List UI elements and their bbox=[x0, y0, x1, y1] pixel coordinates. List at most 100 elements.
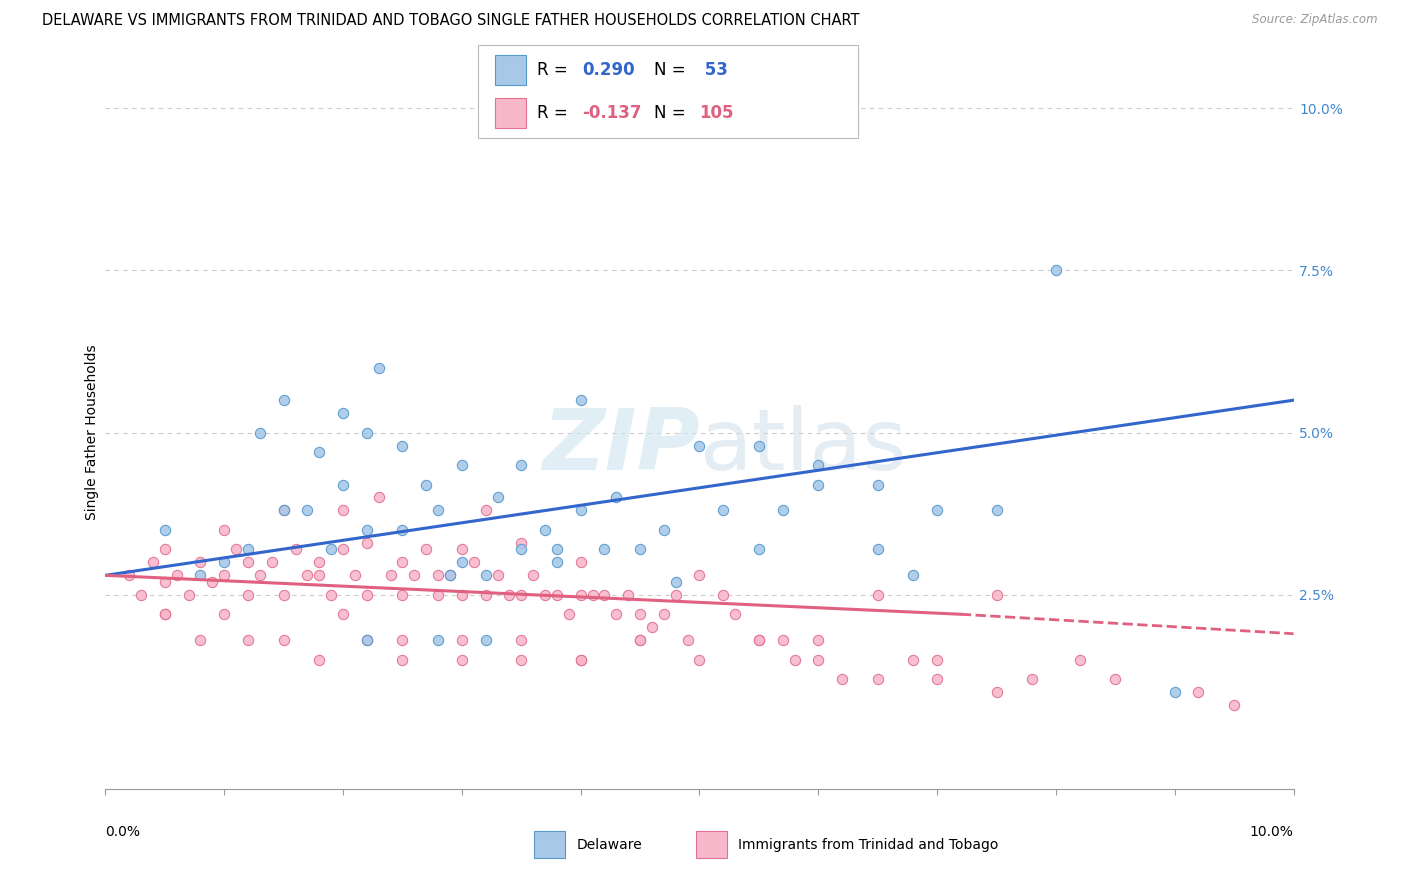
Point bbox=[356, 536, 378, 550]
Point bbox=[986, 588, 1008, 602]
Point bbox=[1223, 698, 1246, 712]
Point bbox=[927, 653, 949, 667]
Point bbox=[474, 568, 496, 582]
Point bbox=[510, 536, 533, 550]
Point bbox=[628, 607, 651, 622]
Point bbox=[321, 588, 343, 602]
Point bbox=[321, 542, 343, 557]
Point bbox=[356, 425, 378, 440]
Point bbox=[652, 523, 675, 537]
Text: 0.0%: 0.0% bbox=[105, 825, 141, 839]
Point bbox=[866, 672, 889, 686]
Text: ZIP: ZIP bbox=[541, 405, 700, 489]
Point bbox=[689, 568, 711, 582]
Point bbox=[866, 588, 889, 602]
Point bbox=[450, 458, 472, 472]
Point bbox=[474, 503, 496, 517]
Point bbox=[343, 568, 366, 582]
Point bbox=[332, 542, 354, 557]
Point bbox=[367, 360, 389, 375]
Text: Delaware: Delaware bbox=[576, 838, 643, 852]
Point bbox=[236, 542, 259, 557]
Point bbox=[332, 406, 354, 420]
Point bbox=[415, 477, 437, 491]
Point bbox=[153, 523, 176, 537]
Text: N =: N = bbox=[654, 61, 690, 79]
Point bbox=[546, 588, 568, 602]
Point bbox=[236, 633, 259, 648]
Point bbox=[903, 653, 925, 667]
Point bbox=[807, 653, 830, 667]
Point bbox=[546, 542, 568, 557]
Point bbox=[772, 633, 794, 648]
Text: 105: 105 bbox=[699, 103, 734, 122]
Point bbox=[439, 568, 461, 582]
Point bbox=[332, 477, 354, 491]
Point bbox=[214, 568, 236, 582]
Point bbox=[676, 633, 699, 648]
Text: Source: ZipAtlas.com: Source: ZipAtlas.com bbox=[1253, 13, 1378, 27]
Point bbox=[332, 607, 354, 622]
Point bbox=[273, 393, 295, 408]
Point bbox=[214, 607, 236, 622]
Point bbox=[260, 555, 283, 569]
Point bbox=[724, 607, 747, 622]
Point bbox=[273, 503, 295, 517]
Point bbox=[748, 542, 770, 557]
Text: R =: R = bbox=[537, 61, 574, 79]
Point bbox=[284, 542, 307, 557]
Point bbox=[628, 633, 651, 648]
Point bbox=[142, 555, 165, 569]
Point bbox=[866, 542, 889, 557]
Point bbox=[391, 439, 413, 453]
Point bbox=[569, 653, 592, 667]
Point bbox=[534, 523, 557, 537]
Point bbox=[569, 393, 592, 408]
Point bbox=[177, 588, 200, 602]
Point bbox=[450, 633, 472, 648]
Point bbox=[190, 568, 212, 582]
Point bbox=[510, 542, 533, 557]
Point bbox=[308, 568, 330, 582]
Point bbox=[652, 607, 675, 622]
Point bbox=[927, 503, 949, 517]
Text: -0.137: -0.137 bbox=[582, 103, 641, 122]
Point bbox=[1069, 653, 1091, 667]
Point bbox=[166, 568, 188, 582]
Point bbox=[450, 542, 472, 557]
Point bbox=[201, 574, 224, 589]
Point bbox=[332, 503, 354, 517]
Point bbox=[783, 653, 806, 667]
Point bbox=[356, 588, 378, 602]
Point bbox=[308, 653, 330, 667]
Point bbox=[273, 588, 295, 602]
Point bbox=[308, 445, 330, 459]
Point bbox=[748, 633, 770, 648]
Point bbox=[153, 607, 176, 622]
Point bbox=[427, 633, 450, 648]
Point bbox=[427, 588, 450, 602]
Point bbox=[391, 555, 413, 569]
Point bbox=[190, 555, 212, 569]
Point bbox=[380, 568, 402, 582]
Point bbox=[486, 568, 509, 582]
Point bbox=[118, 568, 141, 582]
Point bbox=[748, 439, 770, 453]
Point bbox=[628, 542, 651, 557]
Point bbox=[273, 503, 295, 517]
Point bbox=[214, 555, 236, 569]
Point bbox=[486, 491, 509, 505]
Point bbox=[831, 672, 853, 686]
Point bbox=[569, 653, 592, 667]
Point bbox=[427, 568, 450, 582]
Point bbox=[558, 607, 581, 622]
Point bbox=[415, 542, 437, 557]
Point bbox=[391, 653, 413, 667]
Text: N =: N = bbox=[654, 103, 690, 122]
Point bbox=[498, 588, 520, 602]
Point bbox=[581, 588, 603, 602]
Point bbox=[214, 523, 236, 537]
Point bbox=[249, 568, 271, 582]
Point bbox=[866, 477, 889, 491]
Point bbox=[986, 685, 1008, 699]
